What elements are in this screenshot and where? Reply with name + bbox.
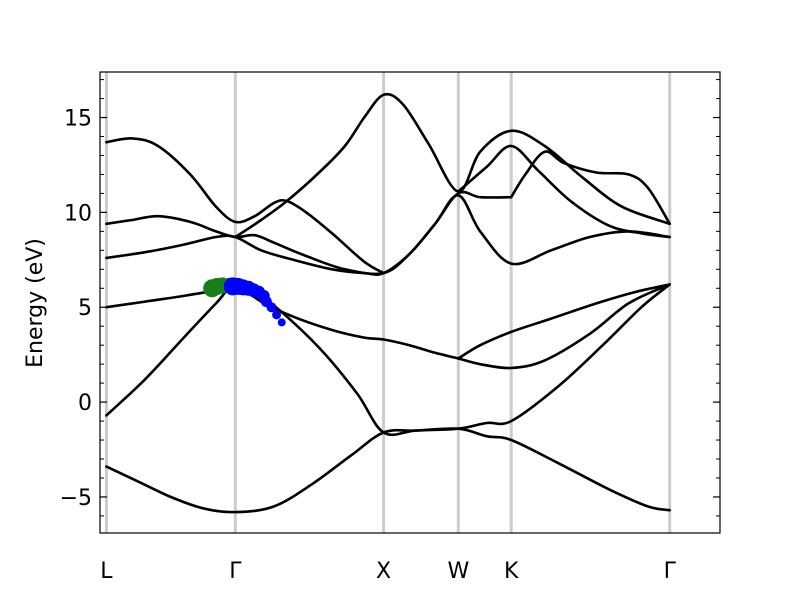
band-line <box>105 427 671 514</box>
band-line <box>105 282 671 370</box>
band-layer <box>105 92 671 514</box>
band-line <box>234 92 671 239</box>
kpoint-line-layer <box>104 72 672 533</box>
band-line <box>105 283 671 437</box>
projection-marker <box>266 302 277 313</box>
y-tick-label: 15 <box>64 107 92 132</box>
y-tick-label: 10 <box>64 201 92 226</box>
x-tick-label: Γ <box>664 559 677 584</box>
y-tick-layer: −5 0 5 10 15 <box>60 79 720 517</box>
x-tick-label: Γ <box>229 559 242 584</box>
band-line <box>457 144 671 239</box>
band-line <box>509 150 671 226</box>
x-tick-label: X <box>376 559 391 584</box>
projection-marker <box>277 318 286 327</box>
y-tick-label: 5 <box>78 296 92 321</box>
x-tick-label: K <box>504 559 519 584</box>
band-line <box>105 190 513 276</box>
x-tick-label: W <box>447 559 469 584</box>
y-tick-label: −5 <box>60 486 92 511</box>
band-line <box>457 283 671 360</box>
projection-marker <box>272 310 282 320</box>
band-line <box>105 194 671 276</box>
plot-frame <box>99 71 721 534</box>
y-tick-label: 0 <box>78 391 92 416</box>
y-axis-label: Energy (eV) <box>23 238 48 368</box>
projection-layer <box>203 277 286 327</box>
band-line <box>105 137 385 275</box>
x-tick-label: L <box>100 559 113 584</box>
